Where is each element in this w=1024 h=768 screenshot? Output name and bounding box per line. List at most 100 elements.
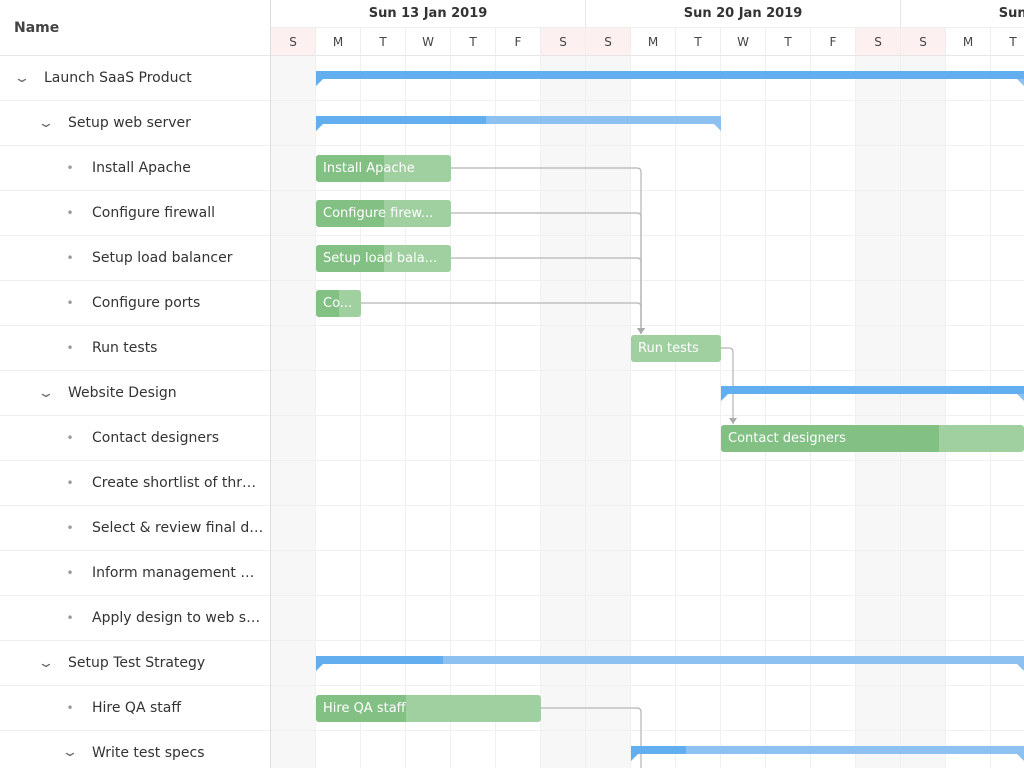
task-bar[interactable]: Install Apache (316, 155, 451, 182)
day-header: T (991, 28, 1024, 56)
bullet-icon: • (66, 206, 74, 220)
tree-row[interactable]: • Contact designers (0, 416, 270, 461)
row-gridline (271, 460, 1024, 461)
tree-row-label: Hire QA staff (92, 700, 181, 716)
day-column (631, 56, 676, 768)
day-column (946, 56, 991, 768)
row-gridline (271, 550, 1024, 551)
progress-fill (316, 200, 384, 227)
day-header: T (676, 28, 721, 56)
chevron-down-icon[interactable]: ⌄ (37, 385, 55, 401)
progress-fill (316, 695, 406, 722)
day-column (271, 56, 316, 768)
row-gridline (271, 505, 1024, 506)
row-gridline (271, 280, 1024, 281)
name-column-header[interactable]: Name (0, 0, 270, 56)
tree-row-label: Configure firewall (92, 205, 215, 221)
row-gridline (271, 415, 1024, 416)
task-bar[interactable]: Setup load bala... (316, 245, 451, 272)
chevron-down-icon[interactable]: ⌄ (37, 655, 55, 671)
day-header: S (856, 28, 901, 56)
bullet-icon: • (66, 296, 74, 310)
day-header: M (946, 28, 991, 56)
bullet-icon: • (66, 251, 74, 265)
tree-row-label: Configure ports (92, 295, 201, 311)
tree-row-label: Run tests (92, 340, 158, 356)
dependency-line (721, 347, 734, 424)
bullet-icon: • (66, 611, 74, 625)
day-header: T (451, 28, 496, 56)
row-gridline (271, 640, 1024, 641)
task-bar-label: Run tests (638, 341, 699, 356)
day-header: T (361, 28, 406, 56)
day-header: M (631, 28, 676, 56)
tree-row[interactable]: • Configure firewall (0, 191, 270, 236)
task-bar-label: Configure firew... (323, 206, 434, 221)
tree-row[interactable]: ⌄ Website Design (0, 371, 270, 416)
day-header: M (316, 28, 361, 56)
tree-row[interactable]: • Setup load balancer (0, 236, 270, 281)
bullet-icon: • (66, 476, 74, 490)
tree-row[interactable]: • Hire QA staff (0, 686, 270, 731)
day-column (901, 56, 946, 768)
week-header: Sun 13 Jan 2019 (271, 0, 586, 28)
tree-row-label: Select & review final d… (92, 520, 264, 536)
tree-row-label: Website Design (68, 385, 177, 401)
day-header: S (586, 28, 631, 56)
chevron-down-icon[interactable]: ⌄ (37, 115, 55, 131)
row-gridline (271, 145, 1024, 146)
summary-bar[interactable] (631, 746, 1024, 761)
dependency-line (361, 302, 642, 334)
tree-row[interactable]: ⌄ Write test specs (0, 731, 270, 768)
row-gridline (271, 190, 1024, 191)
summary-bar[interactable] (316, 656, 1024, 671)
task-bar[interactable]: Configure firew... (316, 200, 451, 227)
tree-row[interactable]: ⌄ Setup web server (0, 101, 270, 146)
tree-row[interactable]: • Run tests (0, 326, 270, 371)
chevron-down-icon[interactable]: ⌄ (61, 745, 79, 760)
tree-row[interactable]: ⌄ Setup Test Strategy (0, 641, 270, 686)
task-bar[interactable]: Run tests (631, 335, 721, 362)
summary-bar[interactable] (316, 71, 1024, 86)
tree-row-label: Install Apache (92, 160, 191, 176)
tree-row[interactable]: ⌄ Launch SaaS Product (0, 56, 270, 101)
row-gridline (271, 595, 1024, 596)
dependency-line (451, 212, 642, 334)
bullet-icon: • (66, 431, 74, 445)
day-column (676, 56, 721, 768)
tree-row-label: Launch SaaS Product (44, 70, 192, 86)
arrow-head-icon (729, 418, 737, 424)
task-bar[interactable]: Contact designers (721, 425, 1024, 452)
day-header: S (901, 28, 946, 56)
row-gridline (271, 325, 1024, 326)
chevron-down-icon[interactable]: ⌄ (13, 70, 31, 86)
tree-row-label: Setup web server (68, 115, 191, 131)
tree-row[interactable]: • Configure ports (0, 281, 270, 326)
arrow-head-icon (637, 328, 645, 334)
tree-row[interactable]: • Create shortlist of thr… (0, 461, 270, 506)
bullet-icon: • (66, 161, 74, 175)
row-gridline (271, 370, 1024, 371)
week-header: Sun 27 Jan 2019 (901, 0, 1024, 28)
tree-row[interactable]: • Select & review final d… (0, 506, 270, 551)
day-header: F (811, 28, 856, 56)
week-header: Sun 20 Jan 2019 (586, 0, 901, 28)
progress-fill (316, 245, 384, 272)
day-column (316, 56, 361, 768)
tree-row[interactable]: • Inform management … (0, 551, 270, 596)
progress-fill (316, 656, 444, 664)
task-bar[interactable]: Hire QA staff (316, 695, 541, 722)
tree-row[interactable]: • Install Apache (0, 146, 270, 191)
summary-bar[interactable] (316, 116, 721, 131)
task-bar-label: Install Apache (323, 161, 415, 176)
tree-row[interactable]: • Apply design to web s… (0, 596, 270, 641)
day-column (541, 56, 586, 768)
task-bar[interactable]: Co... (316, 290, 361, 317)
tree-row-label: Create shortlist of thr… (92, 475, 257, 491)
row-gridline (271, 730, 1024, 731)
progress-fill (316, 155, 384, 182)
dependency-lines (361, 167, 737, 768)
summary-bar[interactable] (721, 386, 1024, 401)
tree-row-label: Setup load balancer (92, 250, 233, 266)
